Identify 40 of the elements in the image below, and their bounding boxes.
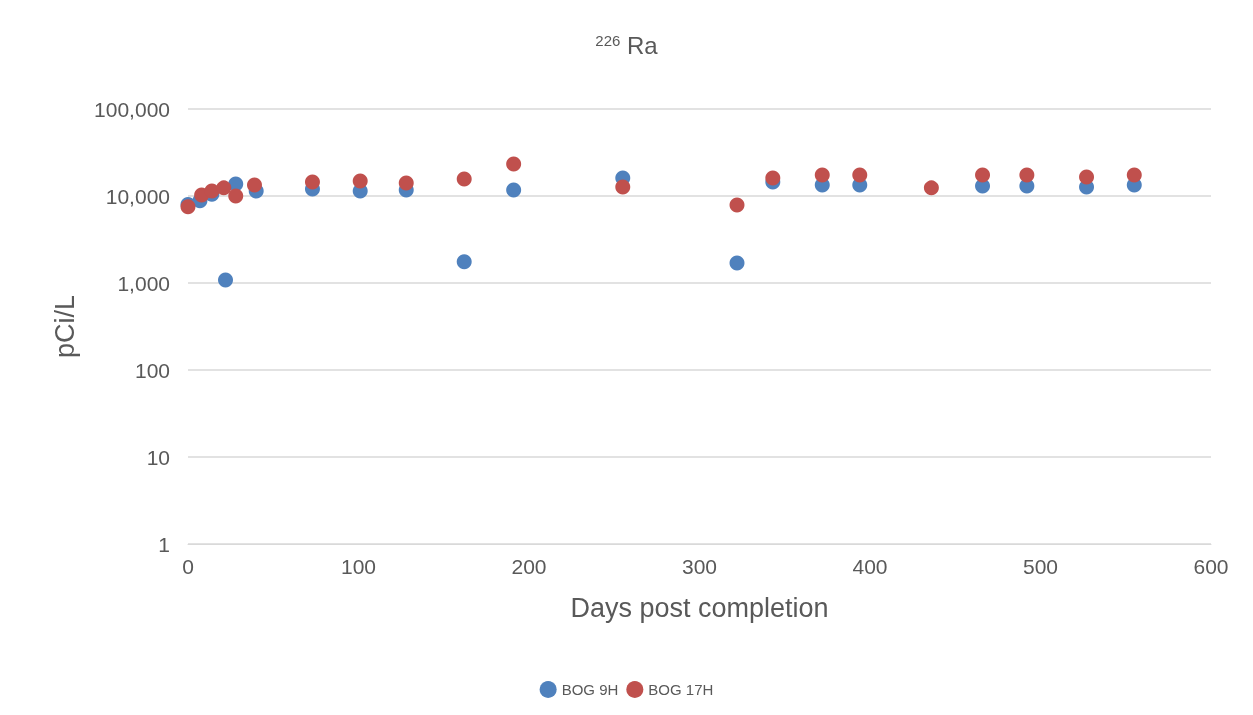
- y-tick-label: 10,000: [105, 184, 170, 208]
- y-tick-label: 100: [134, 358, 170, 382]
- point: [1079, 169, 1095, 185]
- point: [814, 167, 830, 183]
- point: [398, 175, 414, 191]
- point: [729, 255, 745, 271]
- y-tick-label: 1,000: [117, 271, 170, 295]
- y-tick-label: 10: [146, 445, 170, 469]
- point: [218, 272, 234, 288]
- point: [1126, 167, 1142, 183]
- point: [456, 171, 472, 187]
- y-tick-label: 1: [158, 532, 170, 556]
- point: [765, 170, 781, 186]
- legend-label: BOG 17H: [648, 681, 714, 698]
- y-tick-label: 100,000: [94, 97, 170, 121]
- point: [1019, 167, 1035, 183]
- point: [304, 174, 320, 190]
- point: [615, 179, 631, 195]
- point: [216, 180, 232, 196]
- point: [247, 177, 262, 193]
- x-tick-label: 200: [511, 555, 547, 578]
- x-tick-label: 0: [182, 555, 194, 578]
- point: [975, 167, 991, 183]
- point: [923, 180, 939, 196]
- x-tick-label: 500: [1022, 555, 1059, 578]
- point: [729, 197, 745, 213]
- point: [228, 188, 244, 204]
- point: [352, 173, 368, 189]
- point: [852, 167, 868, 183]
- point: [506, 182, 522, 198]
- chart-title: 226 Ra: [595, 32, 659, 59]
- x-axis-title: Days post completion: [570, 592, 829, 623]
- y-axis-title: pCi/L: [49, 294, 80, 359]
- legend-label: BOG 9H: [561, 681, 619, 698]
- x-tick-label: 100: [340, 555, 377, 578]
- point: [506, 156, 522, 172]
- x-tick-label: 600: [1193, 555, 1229, 578]
- x-tick-label: 400: [852, 555, 888, 578]
- point: [456, 254, 472, 270]
- x-tick-label: 300: [681, 555, 718, 578]
